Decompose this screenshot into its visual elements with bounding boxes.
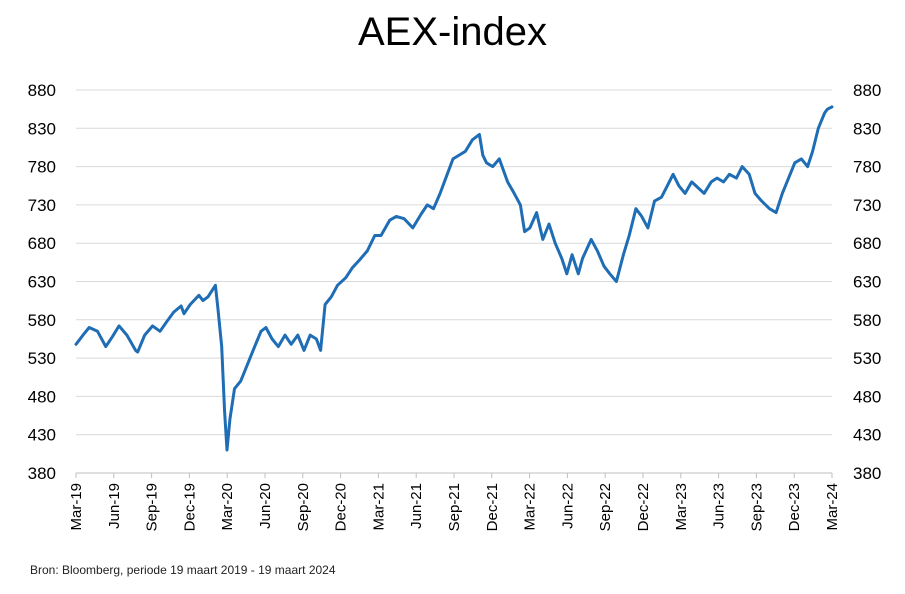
y-tick-label-right: 780 bbox=[853, 158, 881, 177]
x-tick-label: Mar-24 bbox=[824, 483, 841, 531]
y-tick-label-left: 680 bbox=[28, 234, 56, 253]
y-axis-right: 380 430 480 530 580 630 680 730 780 830 880 bbox=[853, 81, 881, 483]
y-tick-label-left: 630 bbox=[28, 273, 56, 292]
y-tick-label-left: 480 bbox=[28, 387, 56, 406]
source-note: Bron: Bloomberg, periode 19 maart 2019 -… bbox=[30, 563, 336, 577]
x-tick-label: Jun-22 bbox=[559, 483, 576, 529]
y-tick-label-right: 530 bbox=[853, 349, 881, 368]
y-tick-label-right: 730 bbox=[853, 196, 881, 215]
x-tick-label: Sep-22 bbox=[597, 483, 614, 531]
x-tick-label: Sep-21 bbox=[446, 483, 463, 531]
x-tick-label: Dec-20 bbox=[333, 483, 350, 531]
x-tick-label: Dec-19 bbox=[181, 483, 198, 531]
aex-series-line bbox=[74, 105, 834, 452]
y-tick-label-right: 480 bbox=[853, 387, 881, 406]
y-tick-label-left: 830 bbox=[28, 119, 56, 138]
x-tick-label: Jun-19 bbox=[106, 483, 123, 529]
y-tick-label-left: 380 bbox=[28, 464, 56, 483]
y-tick-label-right: 580 bbox=[853, 311, 881, 330]
y-tick-label-right: 830 bbox=[853, 119, 881, 138]
y-tick-label-left: 880 bbox=[28, 81, 56, 100]
x-tick-label: Mar-21 bbox=[370, 483, 387, 531]
y-tick-label-left: 580 bbox=[28, 311, 56, 330]
x-tick-label: Mar-23 bbox=[673, 483, 690, 531]
x-tick-label: Mar-19 bbox=[68, 483, 85, 531]
y-axis-left: 380 430 480 530 580 630 680 730 780 830 880 bbox=[28, 81, 56, 483]
x-tick-label: Sep-19 bbox=[144, 483, 161, 531]
x-tick-label: Dec-23 bbox=[786, 483, 803, 531]
x-tick-label: Sep-20 bbox=[295, 483, 312, 531]
y-tick-label-left: 780 bbox=[28, 158, 56, 177]
y-tick-label-left: 730 bbox=[28, 196, 56, 215]
x-tick-label: Dec-21 bbox=[484, 483, 501, 531]
y-tick-label-right: 630 bbox=[853, 273, 881, 292]
x-tick-label: Dec-22 bbox=[635, 483, 652, 531]
y-tick-label-right: 880 bbox=[853, 81, 881, 100]
y-tick-label-right: 680 bbox=[853, 234, 881, 253]
x-tick-label: Jun-21 bbox=[408, 483, 425, 529]
y-tick-label-right: 430 bbox=[853, 426, 881, 445]
gridlines bbox=[76, 89, 832, 436]
x-tick-label: Sep-23 bbox=[748, 483, 765, 531]
x-axis-ticks: Mar-19 Jun-19 Sep-19 Dec-19 Mar-20 Jun-20 Sep-… bbox=[68, 473, 841, 531]
x-tick-label: Jun-23 bbox=[711, 483, 728, 529]
y-tick-label-right: 380 bbox=[853, 464, 881, 483]
x-tick-label: Jun-20 bbox=[257, 483, 274, 529]
y-tick-label-left: 530 bbox=[28, 349, 56, 368]
y-tick-label-left: 430 bbox=[28, 426, 56, 445]
x-tick-label: Mar-22 bbox=[522, 483, 539, 531]
chart-title: AEX-index bbox=[358, 10, 547, 54]
x-tick-label: Mar-20 bbox=[219, 483, 236, 531]
